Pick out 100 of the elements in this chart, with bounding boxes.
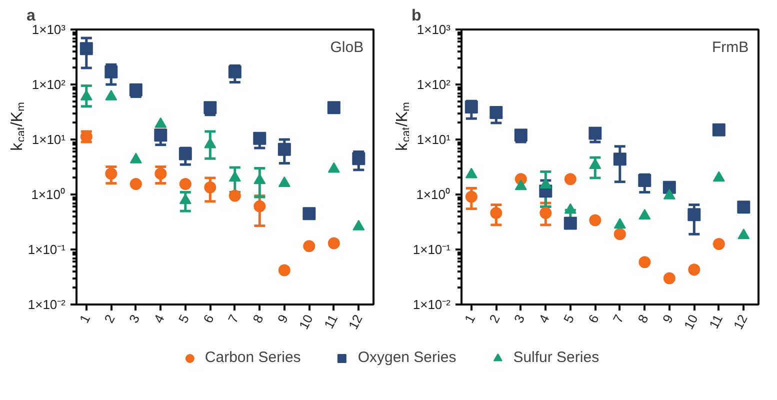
point	[179, 178, 192, 190]
point	[564, 173, 576, 186]
x-tick-label: 9	[659, 312, 676, 326]
point	[278, 142, 291, 156]
point	[278, 176, 290, 187]
x-tick-label: 11	[706, 312, 726, 331]
y-tick-label: 1×10⁻¹	[28, 242, 66, 257]
point	[638, 256, 651, 268]
point	[663, 188, 676, 200]
point	[154, 117, 167, 128]
x-tick-label: 1	[76, 312, 94, 326]
chart-title: a	[26, 8, 36, 24]
point	[253, 132, 266, 145]
point	[302, 207, 316, 220]
y-tick-label: 1×10²	[416, 77, 452, 92]
point	[204, 101, 217, 114]
point	[663, 272, 676, 284]
annotation: FrmB	[712, 38, 749, 56]
y-tick-label: 1×10⁻¹	[412, 242, 452, 257]
point	[129, 83, 142, 96]
x-tick-label: 3	[510, 312, 528, 326]
x-tick-label: 6	[200, 312, 217, 326]
point	[564, 216, 577, 230]
x-tick-label: 12	[730, 312, 750, 332]
y-tick-label: 1×10⁰	[31, 187, 66, 202]
point	[204, 181, 216, 194]
point	[154, 168, 167, 180]
point	[514, 128, 528, 142]
point	[564, 203, 576, 214]
point	[638, 174, 652, 187]
point	[254, 200, 266, 212]
x-tick-label: 4	[536, 312, 552, 326]
chart-title: b	[412, 8, 422, 24]
x-tick-label: 7	[610, 312, 627, 326]
point	[352, 152, 366, 166]
point	[130, 178, 142, 190]
y-tick-label: 1×10⁻²	[412, 297, 452, 312]
y-tick-label: 1×10⁰	[416, 187, 451, 202]
point	[278, 264, 290, 276]
x-tick-label: 5	[175, 312, 192, 326]
point	[589, 214, 602, 226]
x-tick-label: 1	[461, 312, 478, 326]
point	[80, 90, 92, 100]
point	[688, 208, 701, 222]
point	[465, 168, 478, 178]
point	[737, 200, 750, 214]
point	[613, 152, 626, 166]
x-tick-label: 11	[321, 312, 341, 331]
x-tick-label: 3	[126, 312, 143, 326]
legend-label: Carbon Series	[204, 349, 301, 366]
point	[327, 101, 340, 114]
point	[638, 208, 651, 220]
point	[105, 90, 118, 100]
y-tick-label: 1×10³	[32, 22, 66, 37]
annotation: GloB	[330, 38, 364, 56]
point	[328, 162, 340, 173]
point	[352, 220, 365, 230]
point	[490, 207, 502, 220]
x-tick-label: 5	[560, 312, 578, 326]
point	[712, 171, 725, 182]
point	[738, 228, 750, 240]
point	[178, 147, 192, 160]
point	[105, 168, 118, 180]
point	[154, 128, 168, 142]
point	[614, 228, 626, 240]
point	[464, 100, 478, 114]
point	[688, 264, 700, 276]
point	[589, 158, 602, 169]
point	[80, 42, 93, 56]
point	[540, 178, 552, 188]
x-tick-label: 10	[296, 312, 316, 332]
point	[328, 237, 340, 250]
y-tick-label: 1×10²	[32, 77, 66, 92]
point	[465, 190, 478, 203]
x-tick-label: 9	[274, 312, 292, 326]
x-tick-label: 12	[345, 312, 366, 332]
x-tick-label: 10	[680, 312, 701, 332]
point	[254, 174, 266, 184]
point	[712, 123, 726, 136]
x-tick-label: 8	[634, 312, 652, 326]
x-tick-label: 8	[250, 312, 266, 326]
x-tick-label: 6	[585, 312, 602, 326]
point	[490, 106, 503, 119]
point	[228, 171, 241, 182]
x-tick-label: 7	[224, 312, 242, 326]
point	[514, 180, 527, 190]
y-tick-label: 1×10¹	[32, 132, 66, 147]
y-tick-label: 1×10¹	[416, 132, 452, 147]
point	[588, 126, 602, 140]
point	[204, 138, 216, 148]
point	[540, 207, 552, 220]
point	[179, 194, 192, 204]
legend-label: Sulfur Series	[513, 349, 600, 366]
point	[614, 218, 626, 229]
y-tick-label: 1×10⁻²	[28, 297, 66, 312]
point	[130, 152, 142, 164]
point	[104, 65, 118, 78]
point	[228, 190, 241, 202]
point	[228, 65, 242, 78]
x-tick-label: 4	[150, 312, 168, 326]
